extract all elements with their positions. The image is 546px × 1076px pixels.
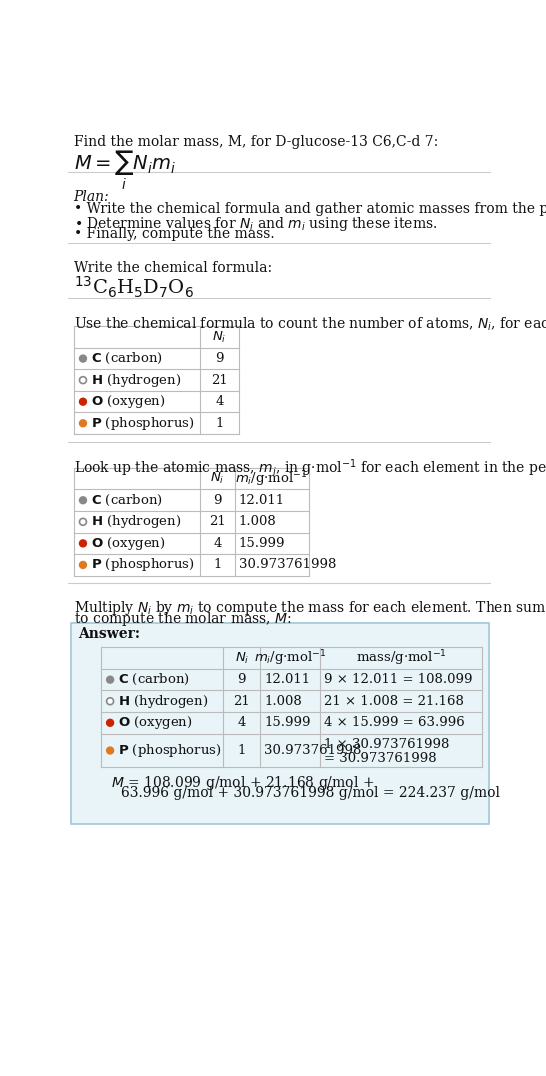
Text: 1: 1: [213, 558, 222, 571]
Text: Answer:: Answer:: [78, 627, 140, 641]
Circle shape: [106, 697, 114, 705]
Text: 4: 4: [215, 395, 223, 408]
Circle shape: [80, 420, 86, 427]
Text: 4 × 15.999 = 63.996: 4 × 15.999 = 63.996: [324, 717, 465, 730]
Text: 1: 1: [238, 744, 246, 758]
Text: 1: 1: [215, 416, 223, 429]
Text: $M = \sum_i N_i m_i$: $M = \sum_i N_i m_i$: [74, 150, 176, 193]
Text: = 30.973761998: = 30.973761998: [324, 752, 437, 765]
Text: 30.973761998: 30.973761998: [264, 744, 361, 758]
Text: 9: 9: [238, 674, 246, 686]
Text: $\mathbf{H}$ (hydrogen): $\mathbf{H}$ (hydrogen): [91, 371, 181, 388]
Circle shape: [80, 519, 86, 525]
Circle shape: [106, 720, 114, 726]
Text: • Determine values for $N_i$ and $m_i$ using these items.: • Determine values for $N_i$ and $m_i$ u…: [74, 214, 437, 232]
Text: $\mathbf{O}$ (oxygen): $\mathbf{O}$ (oxygen): [91, 393, 165, 410]
Text: $\mathbf{C}$ (carbon): $\mathbf{C}$ (carbon): [91, 351, 163, 366]
Text: $\mathbf{P}$ (phosphorus): $\mathbf{P}$ (phosphorus): [91, 414, 194, 431]
Text: 4: 4: [213, 537, 222, 550]
Text: $^{13}$C$_6$H$_5$D$_7$O$_6$: $^{13}$C$_6$H$_5$D$_7$O$_6$: [74, 274, 194, 300]
Text: $\mathbf{C}$ (carbon): $\mathbf{C}$ (carbon): [118, 672, 189, 688]
Text: $\mathbf{P}$ (phosphorus): $\mathbf{P}$ (phosphorus): [118, 742, 222, 759]
FancyBboxPatch shape: [70, 623, 489, 824]
Text: 1 × 30.973761998: 1 × 30.973761998: [324, 738, 449, 751]
Text: 21: 21: [209, 515, 226, 528]
Text: 9: 9: [213, 494, 222, 507]
Text: 15.999: 15.999: [239, 537, 285, 550]
Text: mass/g·mol$^{-1}$: mass/g·mol$^{-1}$: [355, 649, 447, 668]
Circle shape: [80, 377, 86, 384]
Text: 9: 9: [215, 352, 224, 365]
Text: 1.008: 1.008: [264, 695, 302, 708]
Text: $m_i$/g·mol$^{-1}$: $m_i$/g·mol$^{-1}$: [235, 469, 308, 489]
Text: $N_i$: $N_i$: [210, 471, 224, 486]
Text: Look up the atomic mass, $m_i$, in g·mol$^{-1}$ for each element in the periodic: Look up the atomic mass, $m_i$, in g·mol…: [74, 457, 546, 479]
Text: $\mathbf{O}$ (oxygen): $\mathbf{O}$ (oxygen): [118, 714, 192, 732]
Text: 30.973761998: 30.973761998: [239, 558, 336, 571]
Text: 1.008: 1.008: [239, 515, 276, 528]
Text: $\mathbf{C}$ (carbon): $\mathbf{C}$ (carbon): [91, 493, 163, 508]
Text: 21: 21: [234, 695, 250, 708]
Text: 4: 4: [238, 717, 246, 730]
Text: $M$ = 108.099 g/mol + 21.168 g/mol +: $M$ = 108.099 g/mol + 21.168 g/mol +: [111, 774, 374, 792]
Circle shape: [106, 676, 114, 683]
Text: 12.011: 12.011: [239, 494, 285, 507]
Text: 21 × 1.008 = 21.168: 21 × 1.008 = 21.168: [324, 695, 464, 708]
Text: 12.011: 12.011: [264, 674, 311, 686]
Text: 63.996 g/mol + 30.973761998 g/mol = 224.237 g/mol: 63.996 g/mol + 30.973761998 g/mol = 224.…: [121, 785, 500, 799]
Text: $N_i$: $N_i$: [235, 651, 249, 666]
Circle shape: [80, 562, 86, 568]
Text: 9 × 12.011 = 108.099: 9 × 12.011 = 108.099: [324, 674, 472, 686]
Circle shape: [80, 355, 86, 362]
Text: 15.999: 15.999: [264, 717, 311, 730]
Text: Write the chemical formula:: Write the chemical formula:: [74, 260, 272, 274]
Text: • Finally, compute the mass.: • Finally, compute the mass.: [74, 227, 274, 241]
Circle shape: [106, 747, 114, 754]
Circle shape: [80, 497, 86, 504]
Text: Use the chemical formula to count the number of atoms, $N_i$, for each element:: Use the chemical formula to count the nu…: [74, 315, 546, 332]
Circle shape: [80, 398, 86, 406]
Text: $\mathbf{O}$ (oxygen): $\mathbf{O}$ (oxygen): [91, 535, 165, 552]
Text: Find the molar mass, M, for D-glucose-13 C6,C-d 7:: Find the molar mass, M, for D-glucose-13…: [74, 136, 438, 150]
Text: to compute the molar mass, $M$:: to compute the molar mass, $M$:: [74, 610, 292, 628]
Text: $m_i$/g·mol$^{-1}$: $m_i$/g·mol$^{-1}$: [254, 649, 327, 668]
Text: $N_i$: $N_i$: [212, 329, 227, 344]
Text: $\mathbf{H}$ (hydrogen): $\mathbf{H}$ (hydrogen): [91, 513, 181, 530]
Text: $\mathbf{P}$ (phosphorus): $\mathbf{P}$ (phosphorus): [91, 556, 194, 574]
Text: Multiply $N_i$ by $m_i$ to compute the mass for each element. Then sum those val: Multiply $N_i$ by $m_i$ to compute the m…: [74, 599, 546, 617]
Text: $\mathbf{H}$ (hydrogen): $\mathbf{H}$ (hydrogen): [118, 693, 208, 710]
Text: • Write the chemical formula and gather atomic masses from the periodic table.: • Write the chemical formula and gather …: [74, 202, 546, 216]
Text: Plan:: Plan:: [74, 190, 109, 204]
Circle shape: [80, 540, 86, 547]
Text: 21: 21: [211, 373, 228, 386]
